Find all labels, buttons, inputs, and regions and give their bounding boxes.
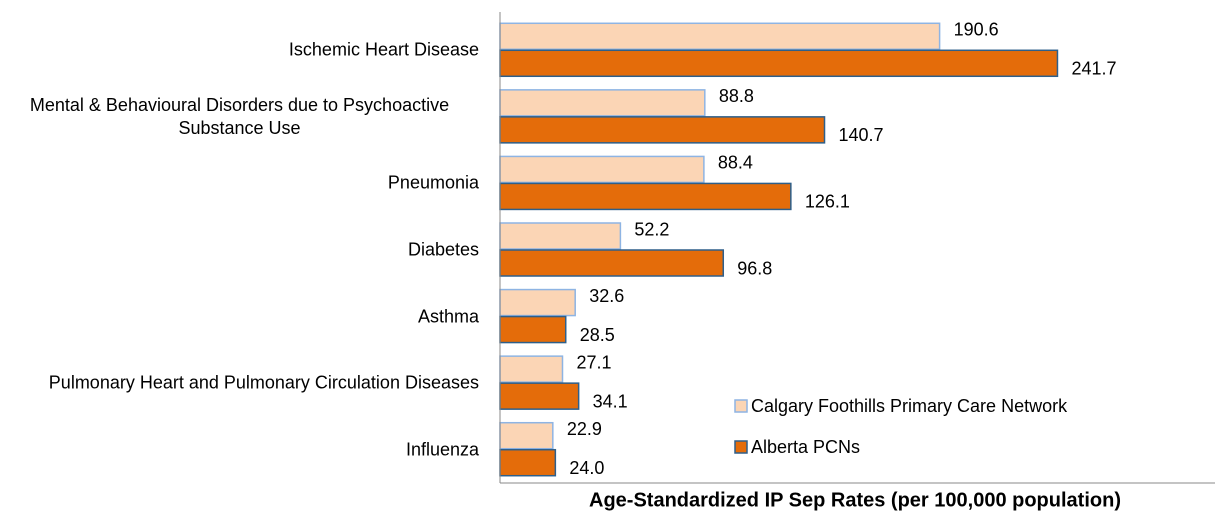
bar bbox=[499, 249, 725, 277]
bar bbox=[499, 116, 826, 144]
value-label: 241.7 bbox=[1071, 59, 1116, 79]
value-label: 140.7 bbox=[839, 125, 884, 145]
legend-swatch bbox=[734, 399, 748, 413]
bar bbox=[499, 49, 1059, 78]
bar bbox=[499, 155, 705, 184]
bar bbox=[499, 355, 564, 383]
value-label: 34.1 bbox=[593, 391, 628, 411]
bar bbox=[499, 421, 554, 450]
y-tick-label: Mental & Behavioural Disorders due to Ps… bbox=[29, 94, 450, 138]
value-label: 32.6 bbox=[589, 286, 624, 306]
bar bbox=[499, 22, 941, 51]
y-tick-label: Pulmonary Heart and Pulmonary Circulatio… bbox=[48, 372, 479, 393]
bar bbox=[499, 182, 792, 211]
y-tick-label: Diabetes bbox=[407, 239, 479, 260]
legend-label: Calgary Foothills Primary Care Network bbox=[751, 396, 1068, 416]
x-axis-label: Age-Standardized IP Sep Rates (per 100,0… bbox=[589, 489, 1121, 511]
y-tick-label: Asthma bbox=[417, 306, 479, 327]
bar bbox=[499, 315, 567, 344]
value-label: 88.4 bbox=[718, 153, 753, 173]
bar bbox=[499, 288, 576, 317]
value-label: 27.1 bbox=[577, 352, 612, 372]
value-label: 126.1 bbox=[805, 192, 850, 212]
value-label: 24.0 bbox=[569, 458, 604, 478]
bar bbox=[499, 222, 622, 250]
bar bbox=[499, 382, 580, 410]
bar bbox=[499, 89, 706, 117]
y-tick-label: Ischemic Heart Disease bbox=[288, 39, 479, 60]
value-label: 22.9 bbox=[567, 419, 602, 439]
value-label: 52.2 bbox=[634, 219, 669, 239]
value-label: 28.5 bbox=[580, 325, 615, 345]
bar bbox=[499, 448, 557, 477]
value-label: 88.8 bbox=[719, 86, 754, 106]
y-tick-label: Pneumonia bbox=[387, 172, 479, 193]
legend-swatch bbox=[734, 440, 748, 454]
value-label: 190.6 bbox=[954, 20, 999, 40]
value-label: 96.8 bbox=[737, 258, 772, 278]
legend-label: Alberta PCNs bbox=[751, 437, 860, 457]
y-tick-label: Influenza bbox=[405, 439, 479, 460]
